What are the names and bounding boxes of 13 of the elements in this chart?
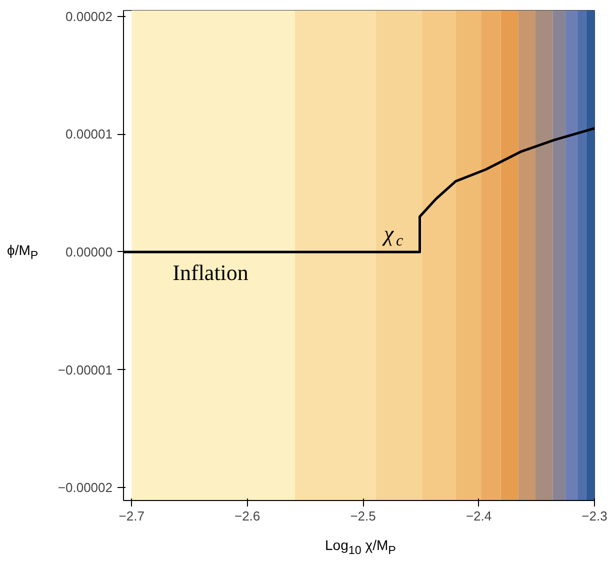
x-tick-label: −2.3 — [582, 508, 608, 524]
x-tick-label: −2.7 — [118, 508, 144, 524]
y-tick-label: 0.00000 — [66, 244, 113, 260]
annotation: Inflation — [172, 260, 248, 286]
y-tick-label: −0.00002 — [58, 480, 113, 496]
y-tick-label: 0.00002 — [66, 8, 113, 24]
x-tick-label: −2.5 — [350, 508, 376, 524]
x-tick-label: −2.4 — [466, 508, 492, 524]
y-axis-title: ϕ/M$_{P}$ — [7, 241, 38, 264]
y-tick-label: 0.00001 — [66, 126, 113, 142]
x-axis-title: Log$_{10}$ χ/M$_{P}$ — [325, 536, 396, 559]
x-tick-label: −2.6 — [234, 508, 260, 524]
y-tick-label: −0.00001 — [58, 362, 113, 378]
